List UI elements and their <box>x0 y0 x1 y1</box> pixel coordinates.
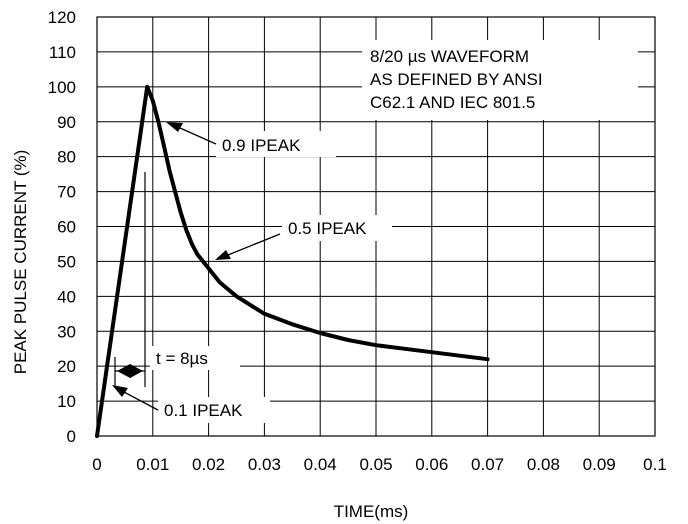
peak90-label-background <box>216 131 336 157</box>
y-tick-label: 100 <box>48 78 76 97</box>
peak90-arrowhead <box>166 122 183 132</box>
waveform-box-line-1: 8/20 µs WAVEFORM <box>370 47 529 66</box>
y-tick-label: 40 <box>57 287 76 306</box>
x-tick-label: 0.01 <box>136 455 169 474</box>
waveform-box-line-2: AS DEFINED BY ANSI <box>370 70 543 89</box>
x-tick-label: 0.02 <box>192 455 225 474</box>
waveform-box-line-3: C62.1 AND IEC 801.5 <box>370 93 535 112</box>
peak50-label: 0.5 IPEAK <box>288 219 367 238</box>
rise-time-label-background <box>150 346 240 370</box>
y-tick-label: 90 <box>57 113 76 132</box>
rise-time-label: t = 8µs <box>156 349 208 368</box>
peak10-arrow-line <box>123 391 159 411</box>
peak90-label: 0.9 IPEAK <box>222 136 301 155</box>
x-axis-title: TIME(ms) <box>334 502 409 521</box>
y-tick-label: 10 <box>57 392 76 411</box>
y-tick-label: 80 <box>57 148 76 167</box>
peak50-label-background <box>282 215 392 241</box>
x-tick-label: 0.04 <box>304 455 337 474</box>
waveform-curve <box>95 84 490 438</box>
plot-frame <box>96 16 656 437</box>
tick-labels: 0 0.01 0.02 0.03 0.04 0.05 0.06 0.07 0.08 0.09 0.1… <box>48 8 667 474</box>
peak10-arrowhead <box>112 385 128 397</box>
y-tick-label: 60 <box>57 218 76 237</box>
waveform-box-background <box>362 40 638 120</box>
x-tick-label: 0.07 <box>471 455 504 474</box>
x-tick-label: 0 <box>92 455 101 474</box>
y-tick-label: 50 <box>57 252 76 271</box>
y-tick-label: 0 <box>67 427 76 446</box>
y-tick-label: 110 <box>49 43 76 62</box>
y-tick-label: 30 <box>57 322 76 341</box>
x-tick-label: 0.03 <box>248 455 281 474</box>
x-tick-label: 0.05 <box>359 455 392 474</box>
y-axis-title: PEAK PULSE CURRENT (%) <box>11 150 30 375</box>
y-tick-label: 120 <box>48 8 76 27</box>
rise-time-diamond <box>117 364 143 378</box>
x-tick-label: 0.09 <box>583 455 616 474</box>
peak90-arrow-line <box>179 127 217 145</box>
peak50-arrowhead <box>215 250 231 260</box>
y-tick-label: 20 <box>57 357 76 376</box>
y-tick-label: 70 <box>57 183 76 202</box>
x-tick-label: 0.06 <box>415 455 448 474</box>
peak50-arrow-line <box>227 233 281 256</box>
peak10-label: 0.1 IPEAK <box>164 401 243 420</box>
peak10-label-background <box>158 397 270 423</box>
x-tick-label: 0.1 <box>643 455 667 474</box>
x-tick-label: 0.08 <box>527 455 560 474</box>
